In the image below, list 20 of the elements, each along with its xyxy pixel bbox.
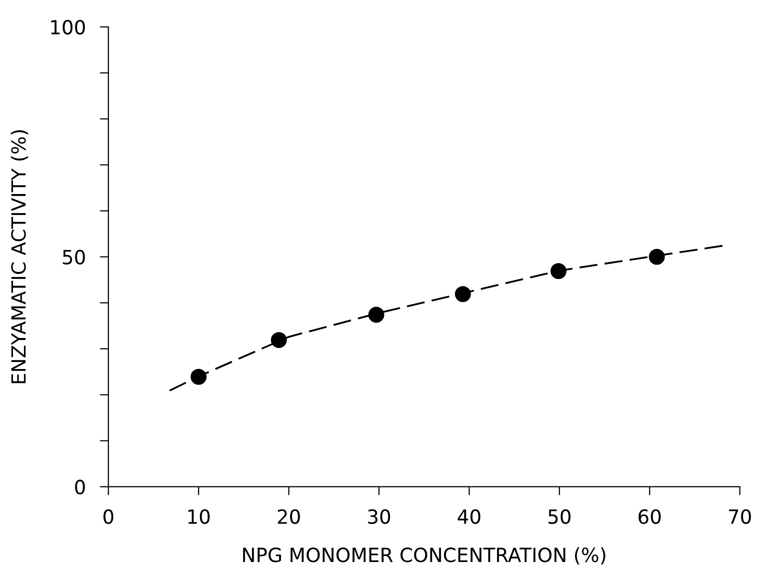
- y-tick-label: 0: [75, 480, 85, 494]
- y-tick-label: 100: [51, 20, 85, 35]
- y-axis-title: ENZYAMATIC ACTIVITY (%): [10, 130, 28, 384]
- x-tick-label: 60: [638, 509, 661, 524]
- x-tick-label: 70: [729, 509, 751, 524]
- point: [454, 286, 471, 302]
- x-tick-label: 50: [548, 509, 570, 524]
- x-tick-label: 40: [458, 509, 480, 524]
- x-axis-title: NPG MONOMER CONCENTRATION (%): [243, 547, 606, 565]
- point: [190, 368, 207, 385]
- point: [368, 306, 384, 323]
- point: [270, 332, 287, 348]
- x-tick-label: 10: [188, 509, 210, 524]
- point: [648, 248, 665, 265]
- x-tick-label: 30: [368, 509, 390, 524]
- line-series: [168, 244, 724, 392]
- x-tick-label: 0: [103, 509, 114, 524]
- x-tick-label: 20: [278, 509, 300, 524]
- y-tick-label: 50: [62, 250, 85, 264]
- point: [550, 263, 566, 280]
